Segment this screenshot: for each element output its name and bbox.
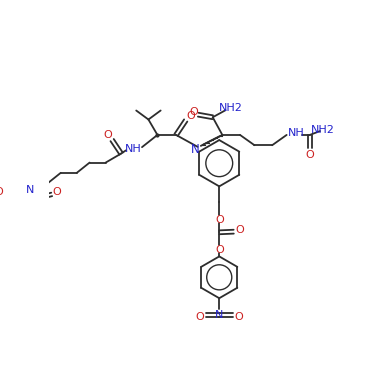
Text: O: O: [215, 216, 224, 225]
Text: N: N: [26, 185, 34, 195]
Text: O: O: [186, 111, 195, 121]
Text: NH2: NH2: [219, 103, 242, 113]
Text: N: N: [215, 310, 223, 320]
Text: NH: NH: [288, 128, 305, 138]
Text: O: O: [234, 312, 243, 321]
Text: O: O: [196, 312, 204, 321]
Text: O: O: [53, 187, 62, 197]
Text: O: O: [236, 225, 244, 235]
Text: O: O: [305, 150, 314, 160]
Text: N: N: [191, 143, 200, 156]
Text: O: O: [103, 130, 112, 140]
Text: NH: NH: [125, 144, 141, 154]
Text: O: O: [215, 245, 224, 255]
Text: O: O: [189, 107, 198, 117]
Text: NH2: NH2: [311, 125, 335, 135]
Text: O: O: [0, 187, 3, 197]
